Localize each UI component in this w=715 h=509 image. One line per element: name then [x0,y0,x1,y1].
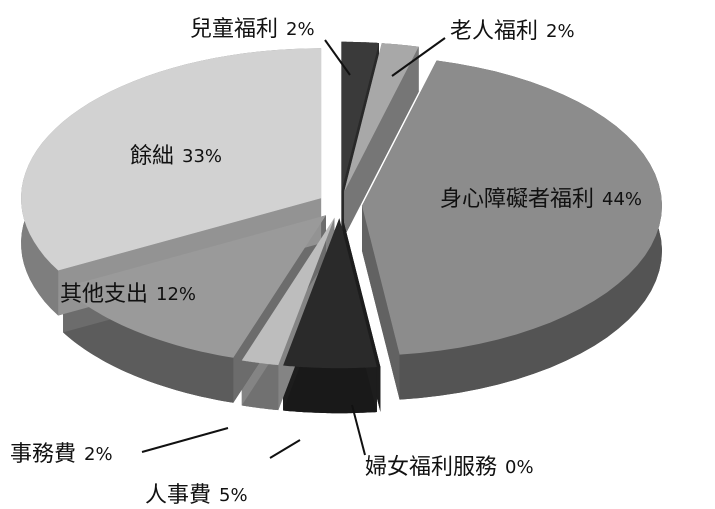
data-label: 人事費 5% [145,483,248,508]
slice-side [63,287,234,403]
category-label: 兒童福利 [190,17,278,42]
leader-line [324,39,351,76]
data-label: 事務費 2% [10,442,113,467]
value-label: 2% [84,444,113,465]
category-label: 餘絀 [130,144,174,169]
data-label: 身心障礙者福利 44% [440,187,642,212]
category-label: 事務費 [10,442,76,467]
category-label: 人事費 [145,483,211,508]
category-label: 其他支出 [60,282,148,307]
leader-line [391,37,446,77]
slice-wall [344,46,419,238]
slice [241,217,335,366]
slice [344,43,419,193]
slice [63,215,326,358]
slice [362,60,662,355]
value-label: 2% [286,19,315,40]
category-label: 身心障礙者福利 [440,187,594,212]
value-label: 5% [219,485,248,506]
leader-line [351,404,366,456]
data-label: 婦女福利服務 0% [365,455,534,480]
category-label: 老人福利 [450,19,538,44]
category-label: 婦女福利服務 [365,455,497,480]
data-label: 餘絀 33% [130,144,222,169]
data-label: 其他支出 12% [60,282,196,307]
data-label: 老人福利 2% [450,19,575,44]
leader-line [141,427,229,453]
slice [341,41,379,192]
slice [21,48,322,271]
slice [283,218,377,369]
value-label: 2% [546,21,575,42]
value-label: 44% [602,189,642,210]
data-label: 兒童福利 2% [190,17,315,42]
slice-wall [362,205,400,400]
leader-line [269,439,301,459]
value-label: 0% [505,457,534,478]
slice-side [283,365,377,414]
value-label: 12% [156,284,196,305]
value-label: 33% [182,146,222,167]
